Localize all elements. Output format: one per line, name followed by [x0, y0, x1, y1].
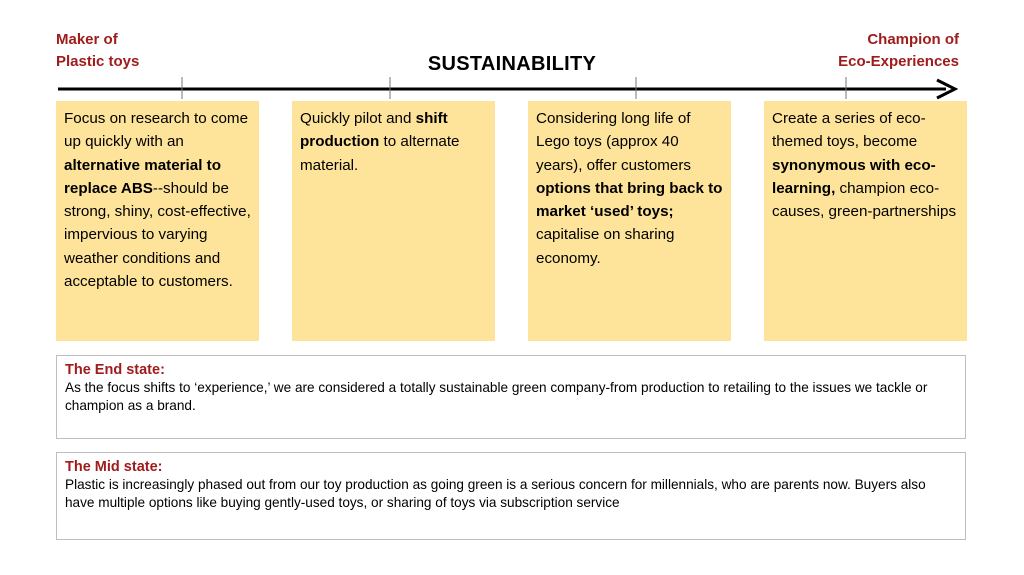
- mid-state-panel: The Mid state: Plastic is increasingly p…: [56, 452, 966, 540]
- stage-box-1-text: Focus on research to come up quickly wit…: [64, 110, 249, 151]
- diagram-title: SUSTAINABILITY: [427, 53, 597, 75]
- stage-box-3-text-bold: options that bring back to market ‘used’…: [536, 179, 723, 221]
- end-state-text: As the focus shifts to ‘experience,’ we …: [65, 380, 928, 413]
- stage-box-1: Focus on research to come up quickly wit…: [56, 101, 259, 341]
- stage-box-2-text-bold: shift production: [300, 110, 448, 151]
- stage-box-3-text: capitalise on sharing economy.: [536, 226, 675, 267]
- right-end-label-line2: Eco-Experiences: [838, 53, 959, 70]
- mid-state-title: The Mid state:: [65, 459, 163, 475]
- left-end-label-line2: Plastic toys: [56, 53, 140, 70]
- left-end-label: Maker of Plastic toys: [56, 29, 139, 73]
- left-end-label-line1: Maker of: [56, 31, 118, 48]
- stage-box-3: Considering long life of Lego toys (appr…: [528, 101, 731, 341]
- right-end-label-line1: Champion of: [867, 31, 959, 48]
- stage-box-4-text: champion eco-causes, green-partnerships: [772, 179, 957, 221]
- stage-box-4-text: Create a series of eco-themed toys, beco…: [772, 110, 926, 151]
- end-state-panel: The End state: As the focus shifts to ‘e…: [56, 355, 966, 439]
- stage-box-4-text-bold: synonymous with eco-learning,: [772, 156, 936, 197]
- stage-box-2-text: Quickly pilot and: [300, 110, 416, 127]
- axis-arrowhead-icon: [936, 78, 959, 100]
- end-state-title: The End state:: [65, 362, 165, 378]
- stage-box-3-text: Considering long life of Lego toys (appr…: [536, 110, 692, 174]
- stage-box-2: Quickly pilot and shift production to al…: [292, 101, 495, 341]
- mid-state-text: Plastic is increasingly phased out from …: [65, 477, 926, 510]
- sustainability-axis: [58, 77, 959, 100]
- stage-box-4: Create a series of eco-themed toys, beco…: [764, 101, 967, 341]
- stage-box-2-text: to alternate material.: [300, 133, 460, 174]
- right-end-label: Champion of Eco-Experiences: [838, 29, 959, 73]
- stage-box-1-text-bold: alternative material to replace ABS: [64, 156, 221, 197]
- stage-box-1-text: --should be strong, shiny, cost-effectiv…: [64, 179, 251, 291]
